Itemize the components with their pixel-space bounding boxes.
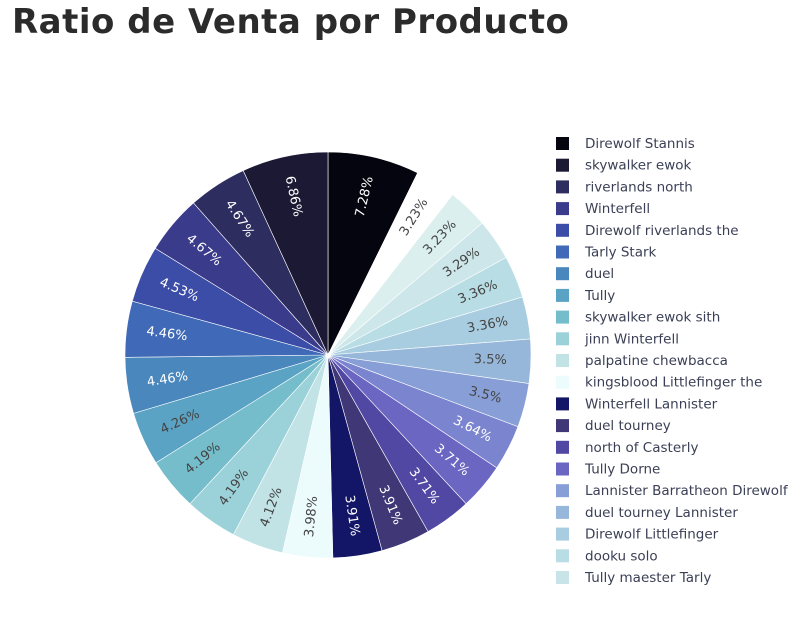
legend-label: riverlands north bbox=[585, 179, 693, 195]
legend-label: skywalker ewok sith bbox=[585, 310, 720, 326]
legend-label: duel tourney Lannister bbox=[585, 505, 738, 521]
legend-item[interactable]: duel tourney bbox=[556, 418, 671, 434]
legend: Direwolf Stannis skywalker ewok riverlands… bbox=[556, 136, 789, 586]
legend-swatch bbox=[556, 571, 569, 584]
legend-swatch bbox=[556, 310, 569, 324]
slice-label: 4.46% bbox=[145, 324, 188, 344]
legend-item[interactable]: Direwolf riverlands the bbox=[556, 223, 739, 239]
legend-item[interactable]: north of Casterly bbox=[556, 440, 698, 456]
legend-item[interactable]: jinn Winterfell bbox=[556, 331, 679, 347]
legend-label: dooku solo bbox=[585, 548, 658, 564]
legend-label: palpatine chewbacca bbox=[585, 353, 728, 369]
legend-swatch bbox=[556, 440, 569, 454]
legend-swatch bbox=[556, 527, 569, 541]
legend-label: duel bbox=[585, 266, 614, 282]
legend-item[interactable]: riverlands north bbox=[556, 179, 693, 195]
legend-item[interactable]: duel bbox=[556, 266, 614, 282]
legend-item[interactable]: dooku solo bbox=[556, 548, 658, 564]
legend-item[interactable]: Tarly Stark bbox=[556, 245, 657, 261]
legend-swatch bbox=[556, 397, 569, 411]
legend-swatch bbox=[556, 180, 569, 194]
legend-label: Tully bbox=[584, 288, 615, 304]
legend-swatch bbox=[556, 549, 569, 563]
legend-label: skywalker ewok bbox=[585, 158, 692, 174]
legend-item[interactable]: Direwolf Stannis bbox=[556, 136, 695, 152]
legend-label: Direwolf Littlefinger bbox=[585, 527, 719, 543]
legend-label: jinn Winterfell bbox=[584, 331, 679, 347]
legend-item[interactable]: Tully Dorne bbox=[556, 462, 660, 478]
legend-label: Tully maester Tarly bbox=[584, 570, 711, 586]
legend-label: kingsblood Littlefinger the bbox=[585, 375, 762, 391]
legend-swatch bbox=[556, 484, 569, 498]
legend-item[interactable]: skywalker ewok sith bbox=[556, 310, 720, 326]
legend-swatch bbox=[556, 245, 569, 259]
legend-swatch bbox=[556, 137, 569, 150]
legend-label: duel tourney bbox=[585, 418, 671, 434]
legend-label: Lannister Barratheon Direwolf bbox=[585, 483, 789, 499]
legend-swatch bbox=[556, 419, 569, 433]
legend-swatch bbox=[556, 505, 569, 519]
legend-swatch bbox=[556, 354, 569, 367]
legend-swatch bbox=[556, 223, 569, 237]
slice-label: 3.36% bbox=[466, 314, 509, 336]
legend-swatch bbox=[556, 375, 569, 389]
legend-label: Tarly Stark bbox=[584, 245, 657, 261]
slice-label: 3.91% bbox=[341, 494, 362, 537]
legend-label: Direwolf Stannis bbox=[585, 136, 695, 152]
legend-label: Winterfell bbox=[585, 201, 650, 217]
legend-label: Direwolf riverlands the bbox=[585, 223, 739, 239]
legend-label: Winterfell Lannister bbox=[585, 396, 718, 412]
legend-swatch bbox=[556, 288, 569, 302]
legend-item[interactable]: palpatine chewbacca bbox=[556, 353, 728, 369]
legend-item[interactable]: Winterfell bbox=[556, 201, 650, 217]
legend-item[interactable]: Lannister Barratheon Direwolf bbox=[556, 483, 789, 499]
legend-swatch bbox=[556, 267, 569, 281]
legend-item[interactable]: kingsblood Littlefinger the bbox=[556, 375, 762, 391]
legend-item[interactable]: Tully maester Tarly bbox=[556, 570, 711, 586]
legend-label: Tully Dorne bbox=[584, 462, 660, 478]
legend-item[interactable]: duel tourney Lannister bbox=[556, 505, 738, 521]
slice-label: 3.5% bbox=[474, 352, 507, 368]
legend-swatch bbox=[556, 332, 569, 346]
legend-item[interactable]: Tully bbox=[556, 288, 615, 304]
pie-slices bbox=[124, 151, 532, 559]
legend-item[interactable]: Winterfell Lannister bbox=[556, 396, 718, 412]
legend-label: north of Casterly bbox=[585, 440, 698, 456]
pie-slice[interactable] bbox=[242, 151, 329, 356]
slice-label: 4.46% bbox=[146, 369, 189, 390]
chart-title: Ratio de Venta por Producto bbox=[12, 2, 570, 42]
legend-item[interactable]: Direwolf Littlefinger bbox=[556, 527, 719, 543]
legend-swatch bbox=[556, 202, 569, 216]
legend-item[interactable]: skywalker ewok bbox=[556, 158, 692, 174]
legend-swatch bbox=[556, 158, 569, 172]
slice-label: 3.98% bbox=[302, 495, 321, 538]
legend-swatch bbox=[556, 462, 569, 476]
